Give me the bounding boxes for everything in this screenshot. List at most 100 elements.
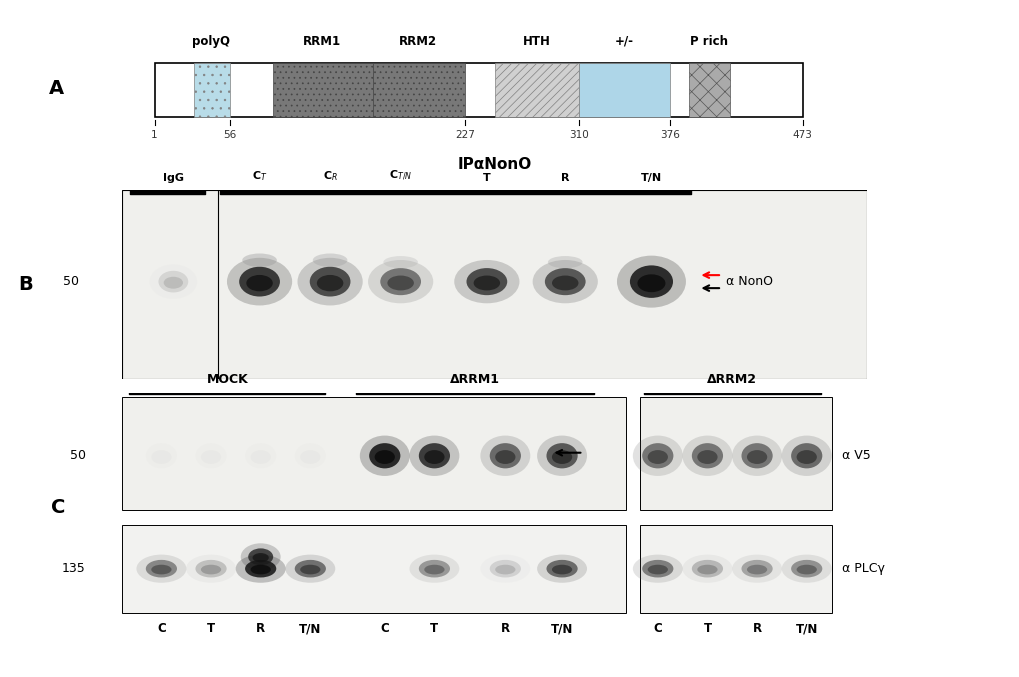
Text: 135: 135 bbox=[62, 562, 86, 575]
Text: C: C bbox=[51, 498, 65, 517]
Ellipse shape bbox=[691, 560, 722, 577]
Text: R: R bbox=[752, 622, 761, 635]
Text: polyQ: polyQ bbox=[192, 35, 229, 47]
Bar bbox=[579, 63, 668, 117]
Text: T/N: T/N bbox=[795, 622, 817, 635]
Text: α NonO: α NonO bbox=[726, 275, 772, 288]
Ellipse shape bbox=[480, 435, 530, 476]
Ellipse shape bbox=[248, 548, 273, 565]
Ellipse shape bbox=[691, 443, 722, 468]
Text: α PLCγ: α PLCγ bbox=[842, 562, 884, 575]
Ellipse shape bbox=[300, 565, 320, 574]
Text: 376: 376 bbox=[659, 130, 679, 140]
Ellipse shape bbox=[642, 560, 673, 577]
Ellipse shape bbox=[489, 560, 521, 577]
Text: T: T bbox=[483, 173, 490, 183]
Ellipse shape bbox=[473, 276, 499, 290]
Ellipse shape bbox=[245, 560, 276, 577]
Ellipse shape bbox=[137, 554, 186, 583]
Ellipse shape bbox=[227, 258, 291, 305]
Ellipse shape bbox=[546, 443, 577, 468]
Ellipse shape bbox=[551, 565, 572, 574]
Text: C: C bbox=[653, 622, 661, 635]
Ellipse shape bbox=[383, 256, 418, 268]
Text: 50: 50 bbox=[69, 450, 86, 462]
Bar bbox=[155, 63, 802, 117]
Ellipse shape bbox=[150, 264, 197, 299]
Text: T/N: T/N bbox=[299, 622, 321, 635]
Ellipse shape bbox=[409, 554, 459, 583]
Ellipse shape bbox=[238, 267, 279, 297]
Ellipse shape bbox=[532, 260, 597, 303]
Ellipse shape bbox=[424, 565, 444, 574]
Text: 473: 473 bbox=[792, 130, 812, 140]
Bar bbox=[640, 397, 830, 510]
Text: IPαNonO: IPαNonO bbox=[458, 157, 531, 172]
Text: HTH: HTH bbox=[522, 35, 550, 47]
Ellipse shape bbox=[781, 554, 830, 583]
Ellipse shape bbox=[294, 560, 326, 577]
Text: α V5: α V5 bbox=[842, 450, 870, 462]
Ellipse shape bbox=[682, 554, 732, 583]
Text: MOCK: MOCK bbox=[206, 373, 248, 386]
Ellipse shape bbox=[374, 450, 394, 464]
Text: T: T bbox=[207, 622, 215, 635]
Ellipse shape bbox=[409, 435, 459, 476]
Ellipse shape bbox=[630, 265, 673, 298]
Ellipse shape bbox=[424, 450, 444, 464]
Ellipse shape bbox=[746, 450, 766, 464]
Ellipse shape bbox=[682, 435, 732, 476]
Text: C: C bbox=[157, 622, 166, 635]
Text: IgG: IgG bbox=[163, 173, 183, 183]
Text: C$_{T/N}$: C$_{T/N}$ bbox=[388, 169, 412, 183]
Ellipse shape bbox=[732, 554, 782, 583]
Text: 50: 50 bbox=[63, 275, 79, 288]
Ellipse shape bbox=[791, 443, 821, 468]
Ellipse shape bbox=[419, 560, 449, 577]
Ellipse shape bbox=[317, 275, 343, 291]
Text: 227: 227 bbox=[454, 130, 475, 140]
Text: C$_T$: C$_T$ bbox=[252, 169, 267, 183]
Ellipse shape bbox=[632, 435, 682, 476]
Bar bbox=[272, 63, 373, 117]
Bar bbox=[494, 63, 579, 117]
Bar bbox=[688, 63, 730, 117]
Text: 56: 56 bbox=[223, 130, 236, 140]
Ellipse shape bbox=[158, 271, 189, 292]
Ellipse shape bbox=[285, 554, 335, 583]
Ellipse shape bbox=[310, 267, 351, 297]
Ellipse shape bbox=[380, 268, 421, 295]
Text: C: C bbox=[380, 622, 389, 635]
Ellipse shape bbox=[544, 268, 585, 295]
Ellipse shape bbox=[480, 554, 530, 583]
Ellipse shape bbox=[697, 450, 717, 464]
Ellipse shape bbox=[494, 565, 515, 574]
Ellipse shape bbox=[196, 560, 226, 577]
Ellipse shape bbox=[732, 435, 782, 476]
Ellipse shape bbox=[642, 443, 673, 468]
Ellipse shape bbox=[146, 560, 177, 577]
Ellipse shape bbox=[369, 443, 400, 468]
Bar bbox=[122, 397, 626, 510]
Ellipse shape bbox=[387, 276, 414, 290]
Ellipse shape bbox=[235, 554, 285, 583]
Text: C$_R$: C$_R$ bbox=[322, 169, 337, 183]
Ellipse shape bbox=[791, 560, 821, 577]
Ellipse shape bbox=[360, 435, 410, 476]
Ellipse shape bbox=[368, 260, 433, 303]
Text: RRM1: RRM1 bbox=[303, 35, 341, 47]
Ellipse shape bbox=[163, 277, 182, 288]
Ellipse shape bbox=[246, 275, 272, 291]
Ellipse shape bbox=[741, 560, 772, 577]
Ellipse shape bbox=[242, 253, 276, 267]
Ellipse shape bbox=[632, 554, 682, 583]
Text: R: R bbox=[560, 173, 569, 183]
Ellipse shape bbox=[251, 565, 271, 574]
Ellipse shape bbox=[547, 256, 582, 268]
Ellipse shape bbox=[453, 260, 519, 303]
Text: 1: 1 bbox=[151, 130, 158, 140]
Bar bbox=[373, 63, 465, 117]
Ellipse shape bbox=[551, 276, 578, 290]
Text: T/N: T/N bbox=[550, 622, 573, 635]
Ellipse shape bbox=[419, 443, 449, 468]
